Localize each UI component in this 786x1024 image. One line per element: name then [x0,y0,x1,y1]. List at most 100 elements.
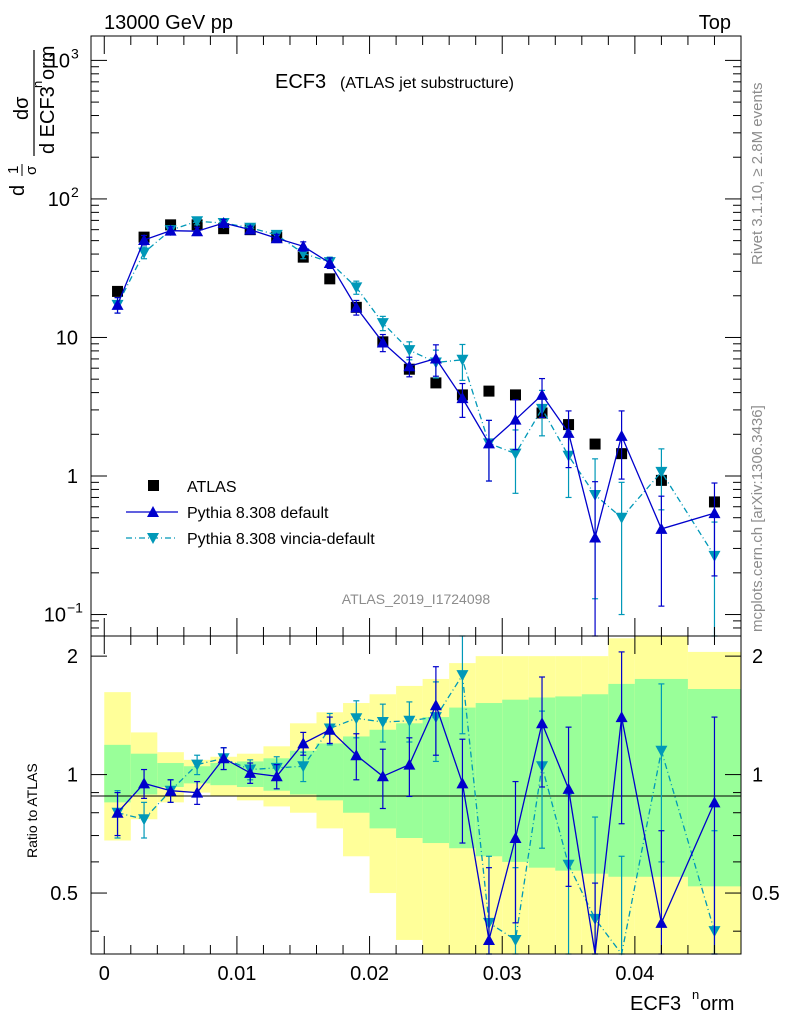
legend-marker-atlas [148,480,159,491]
default-ratio-point [655,916,668,928]
main-ytick-exp: 3 [71,45,79,61]
legend-item-vincia: Pythia 8.308 vincia-default [126,531,375,548]
vincia-main-point [655,466,668,478]
vincia-ratio-point [191,759,204,771]
ratio-frame [90,635,742,955]
vincia-main-point [350,282,363,294]
ylabel-d1: d [7,185,29,196]
vincia-main-point [403,345,416,357]
ylabel-sigma: σ [23,165,40,175]
legend-marker-default [147,506,159,517]
default-main-point [589,531,602,543]
vincia-main-point [138,247,151,259]
ratio-xtick-label: 0.04 [615,963,654,985]
ratio-ytick-label-right: 1 [752,765,763,787]
default-ratio-point [297,737,310,749]
default-main-point [297,240,310,252]
default-ratio-point [482,933,495,945]
chart-title: ECF3 (ATLAS jet substructure) [275,71,514,93]
default-main-point [708,507,721,519]
default-main-point [655,522,668,534]
main-ytick-label: 10 [48,189,70,211]
ratio-xtick-label: 0.01 [217,963,256,985]
default-ratio-point [323,723,336,735]
default-ratio-point [536,717,549,729]
ylabel-sup: n [30,81,45,88]
vincia-ratio-point [456,670,469,682]
main-ytick-label: 10 [44,605,66,627]
ylabel-suffix: orm [37,46,59,80]
mcplots-label: mcplots.cern.ch [arXiv:1306.3436] [749,405,766,632]
default-main-point [138,234,151,246]
default-ratio-line [117,703,716,955]
default-main-point [164,224,177,236]
title-sub: (ATLAS jet substructure) [340,75,514,92]
default-ratio-point [191,786,204,798]
atlas-point [483,385,495,397]
default-ratio-point [456,777,469,789]
vincia-ratio-point [655,745,668,757]
vincia-ratio-point [297,761,310,773]
vincia-ratio-line [117,673,716,956]
default-main-point [244,223,257,235]
ylabel-den: d ECF3 [37,86,59,154]
xlabel-sup: n [692,987,699,1002]
vincia-ratio-point [509,934,522,946]
atlas-point [509,389,521,401]
default-ratio-point [138,777,151,789]
ratio-ytick-label-right: 2 [752,646,763,668]
vincia-main-point [456,354,469,366]
ratio-panel: 0.5 0.5 1 1 2 2 0 0.01 0.02 0.03 0.04 [50,635,780,985]
rivet-label: Rivet 3.1.10, ≥ 2.8M events [749,83,766,266]
default-main-point [403,360,416,372]
xlabel: ECF3 n orm [630,987,734,1015]
ratio-band-green [475,703,503,857]
default-ratio-point [509,832,522,844]
vincia-main-point [509,448,522,460]
default-ratio-point [376,770,389,782]
ratio-xtick-label: 0 [99,963,110,985]
default-main-point [191,225,204,237]
default-ratio-point [403,758,416,770]
default-ratio-point [350,749,363,761]
default-main-point [376,336,389,348]
ratio-ytick-label-left: 0.5 [50,883,78,905]
ylabel-one: 1 [5,166,22,174]
ratio-ytick-label-right: 0.5 [752,883,780,905]
header-left: 13000 GeV pp [104,12,233,34]
vincia-main-point [376,318,389,330]
default-main-point [536,388,549,400]
default-main-point [615,429,628,441]
default-ratio-point [615,711,628,723]
legend-label-atlas: ATLAS [187,479,237,496]
legend-item-atlas: ATLAS [148,479,237,496]
ratio-xtick-label: 0.03 [483,963,522,985]
title-main: ECF3 [275,71,326,93]
default-ratio-point [270,770,283,782]
default-ratio-point [164,784,177,796]
main-ylabel: d 1 σ dσ d ECF3 n orm [5,46,59,196]
legend: ATLAS Pythia 8.308 default Pythia 8.308 … [126,479,375,548]
default-ratio-point [111,806,124,818]
default-main-point [456,392,469,404]
analysis-watermark: ATLAS_2019_I1724098 [342,591,491,607]
default-main-point [350,301,363,313]
legend-marker-vincia [147,533,159,544]
main-ytick-exp: 2 [71,184,79,200]
xlabel-suffix: orm [700,993,734,1015]
legend-label-vincia: Pythia 8.308 vincia-default [187,531,375,548]
header-right: Top [699,12,731,34]
vincia-ratio-point [376,717,389,729]
vincia-main-point [191,216,204,228]
main-ytick-label: 10 [48,50,70,72]
default-main-point [509,413,522,425]
main-ytick-exp: −1 [67,600,83,616]
default-main-point [562,426,575,438]
ratio-ytick-label-left: 1 [67,765,78,787]
default-main-line [116,222,715,538]
ratio-band-green [316,743,344,801]
default-main-point [270,232,283,244]
ylabel-dsigma: dσ [11,96,33,120]
